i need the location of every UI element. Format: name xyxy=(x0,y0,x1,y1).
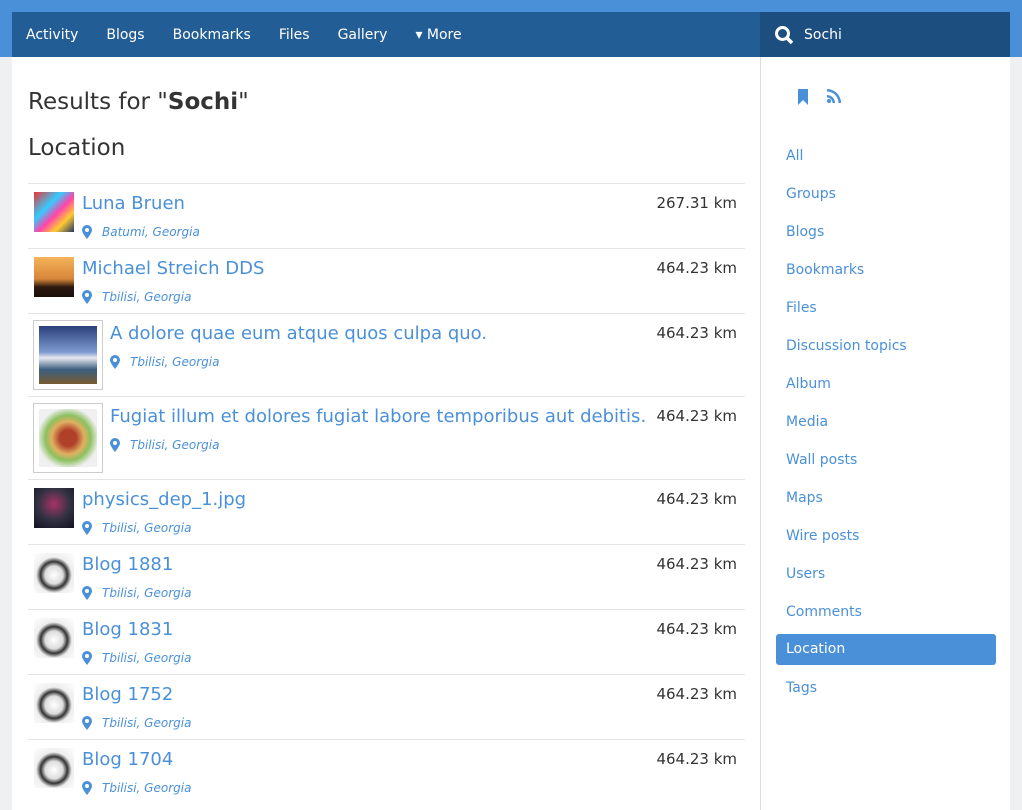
result-location: Tbilisi, Georgia xyxy=(82,586,191,600)
result-location: Tbilisi, Georgia xyxy=(110,355,219,369)
result-location: Tbilisi, Georgia xyxy=(82,716,191,730)
sidebar-item-bookmarks[interactable]: Bookmarks xyxy=(786,262,865,278)
nav-gallery[interactable]: Gallery xyxy=(337,26,388,43)
nav-activity[interactable]: Activity xyxy=(26,26,79,43)
result-row: Blog 1704 Tbilisi, Georgia 464.23 km xyxy=(28,739,745,804)
result-thumbnail[interactable] xyxy=(34,618,74,658)
nav-blogs[interactable]: Blogs xyxy=(106,26,145,43)
sidebar-item-discussion-topics[interactable]: Discussion topics xyxy=(786,338,907,354)
result-title[interactable]: Luna Bruen xyxy=(82,193,185,214)
sidebar-item-album[interactable]: Album xyxy=(786,376,831,392)
result-thumbnail[interactable] xyxy=(33,320,103,390)
nav-more[interactable]: ▾ More xyxy=(415,26,462,43)
sidebar-item-location[interactable]: Location xyxy=(776,634,996,665)
map-pin-icon xyxy=(110,355,120,369)
results-list: Luna Bruen Batumi, Georgia 267.31 km Mich… xyxy=(28,183,745,804)
result-thumbnail[interactable] xyxy=(34,553,74,593)
sidebar-item-blogs[interactable]: Blogs xyxy=(786,224,825,240)
nav-files[interactable]: Files xyxy=(278,26,310,43)
sidebar-item-tags[interactable]: Tags xyxy=(786,680,817,696)
map-pin-icon xyxy=(82,586,92,600)
result-title[interactable]: physics_dep_1.jpg xyxy=(82,489,247,510)
result-distance: 464.23 km xyxy=(656,555,737,573)
result-thumbnail[interactable] xyxy=(34,748,74,788)
result-row: Luna Bruen Batumi, Georgia 267.31 km xyxy=(28,183,745,248)
result-title[interactable]: Michael Streich DDS xyxy=(82,258,265,279)
result-row: Blog 1831 Tbilisi, Georgia 464.23 km xyxy=(28,609,745,674)
sidebar-item-wire-posts[interactable]: Wire posts xyxy=(786,528,860,544)
result-distance: 464.23 km xyxy=(656,490,737,508)
bookmark-icon[interactable] xyxy=(797,89,809,105)
result-location: Tbilisi, Georgia xyxy=(82,521,191,535)
page-title: Results for "Sochi" xyxy=(28,89,249,115)
map-pin-icon xyxy=(82,521,92,535)
sidebar: All Groups Blogs Bookmarks Files Discussion t… xyxy=(760,57,1010,810)
sidebar-item-groups[interactable]: Groups xyxy=(786,186,836,202)
top-nav: Activity Blogs Bookmarks Files Gallery ▾… xyxy=(12,12,1010,57)
nav-bookmarks[interactable]: Bookmarks xyxy=(172,26,251,43)
section-title: Location xyxy=(28,135,126,161)
result-title[interactable]: Blog 1752 xyxy=(82,684,174,705)
result-title[interactable]: Blog 1831 xyxy=(82,619,174,640)
result-title[interactable]: Blog 1881 xyxy=(82,554,174,575)
search-icon xyxy=(775,25,794,44)
result-distance: 464.23 km xyxy=(656,259,737,277)
map-pin-icon xyxy=(82,290,92,304)
search-box[interactable]: Sochi xyxy=(760,12,1010,57)
result-distance: 464.23 km xyxy=(656,750,737,768)
sidebar-item-media[interactable]: Media xyxy=(786,414,829,430)
result-location: Tbilisi, Georgia xyxy=(82,781,191,795)
sidebar-item-users[interactable]: Users xyxy=(786,566,826,582)
result-distance: 267.31 km xyxy=(656,194,737,212)
result-distance: 464.23 km xyxy=(656,685,737,703)
result-row: physics_dep_1.jpg Tbilisi, Georgia 464.2… xyxy=(28,479,745,544)
result-location: Tbilisi, Georgia xyxy=(82,290,191,304)
result-thumbnail[interactable] xyxy=(33,403,103,473)
result-thumbnail[interactable] xyxy=(34,257,74,297)
result-title[interactable]: A dolore quae eum atque quos culpa quo. xyxy=(110,323,488,344)
map-pin-icon xyxy=(82,781,92,795)
map-pin-icon xyxy=(82,716,92,730)
sidebar-item-comments[interactable]: Comments xyxy=(786,604,862,620)
result-distance: 464.23 km xyxy=(656,407,737,425)
rss-icon[interactable] xyxy=(827,89,841,103)
result-title[interactable]: Fugiat illum et dolores fugiat labore te… xyxy=(110,406,647,427)
result-location: Tbilisi, Georgia xyxy=(82,651,191,665)
filter-menu: All Groups Blogs Bookmarks Files Discussion t… xyxy=(776,137,996,707)
map-pin-icon xyxy=(82,651,92,665)
sidebar-item-maps[interactable]: Maps xyxy=(786,490,823,506)
map-pin-icon xyxy=(82,225,92,239)
result-title[interactable]: Blog 1704 xyxy=(82,749,174,770)
result-location: Tbilisi, Georgia xyxy=(110,438,219,452)
result-thumbnail[interactable] xyxy=(34,683,74,723)
result-thumbnail[interactable] xyxy=(34,192,74,232)
search-input[interactable]: Sochi xyxy=(804,26,842,43)
result-row: Fugiat illum et dolores fugiat labore te… xyxy=(28,396,745,479)
result-distance: 464.23 km xyxy=(656,620,737,638)
sidebar-item-wall-posts[interactable]: Wall posts xyxy=(786,452,858,468)
result-row: Michael Streich DDS Tbilisi, Georgia 464… xyxy=(28,248,745,313)
result-row: Blog 1881 Tbilisi, Georgia 464.23 km xyxy=(28,544,745,609)
sidebar-item-files[interactable]: Files xyxy=(786,300,817,316)
result-thumbnail[interactable] xyxy=(34,488,74,528)
result-location: Batumi, Georgia xyxy=(82,225,200,239)
main-content: Results for "Sochi" Location Luna Bruen … xyxy=(12,57,760,810)
sidebar-item-all[interactable]: All xyxy=(786,148,804,164)
map-pin-icon xyxy=(110,438,120,452)
result-distance: 464.23 km xyxy=(656,324,737,342)
result-row: A dolore quae eum atque quos culpa quo. … xyxy=(28,313,745,396)
result-row: Blog 1752 Tbilisi, Georgia 464.23 km xyxy=(28,674,745,739)
